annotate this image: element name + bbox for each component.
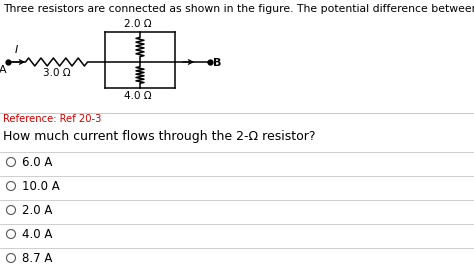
Circle shape	[7, 230, 16, 239]
Text: 4.0 A: 4.0 A	[22, 227, 52, 241]
Text: Three resistors are connected as shown in the figure. The potential difference b: Three resistors are connected as shown i…	[3, 4, 474, 14]
Text: B: B	[213, 58, 221, 68]
Text: Reference: Ref 20-3: Reference: Ref 20-3	[3, 114, 101, 124]
Circle shape	[7, 206, 16, 215]
Text: 6.0 A: 6.0 A	[22, 156, 52, 168]
Text: 8.7 A: 8.7 A	[22, 251, 52, 265]
Text: 2.0 Ω: 2.0 Ω	[124, 19, 152, 29]
Text: 3.0 Ω: 3.0 Ω	[43, 68, 70, 78]
Text: How much current flows through the 2-Ω resistor?: How much current flows through the 2-Ω r…	[3, 130, 316, 143]
Text: I: I	[15, 45, 18, 55]
Text: 4.0 Ω: 4.0 Ω	[124, 91, 152, 101]
Text: 2.0 A: 2.0 A	[22, 203, 52, 216]
Text: A: A	[0, 65, 7, 75]
Circle shape	[7, 182, 16, 191]
Circle shape	[7, 254, 16, 263]
Circle shape	[7, 158, 16, 167]
Text: 10.0 A: 10.0 A	[22, 180, 60, 192]
